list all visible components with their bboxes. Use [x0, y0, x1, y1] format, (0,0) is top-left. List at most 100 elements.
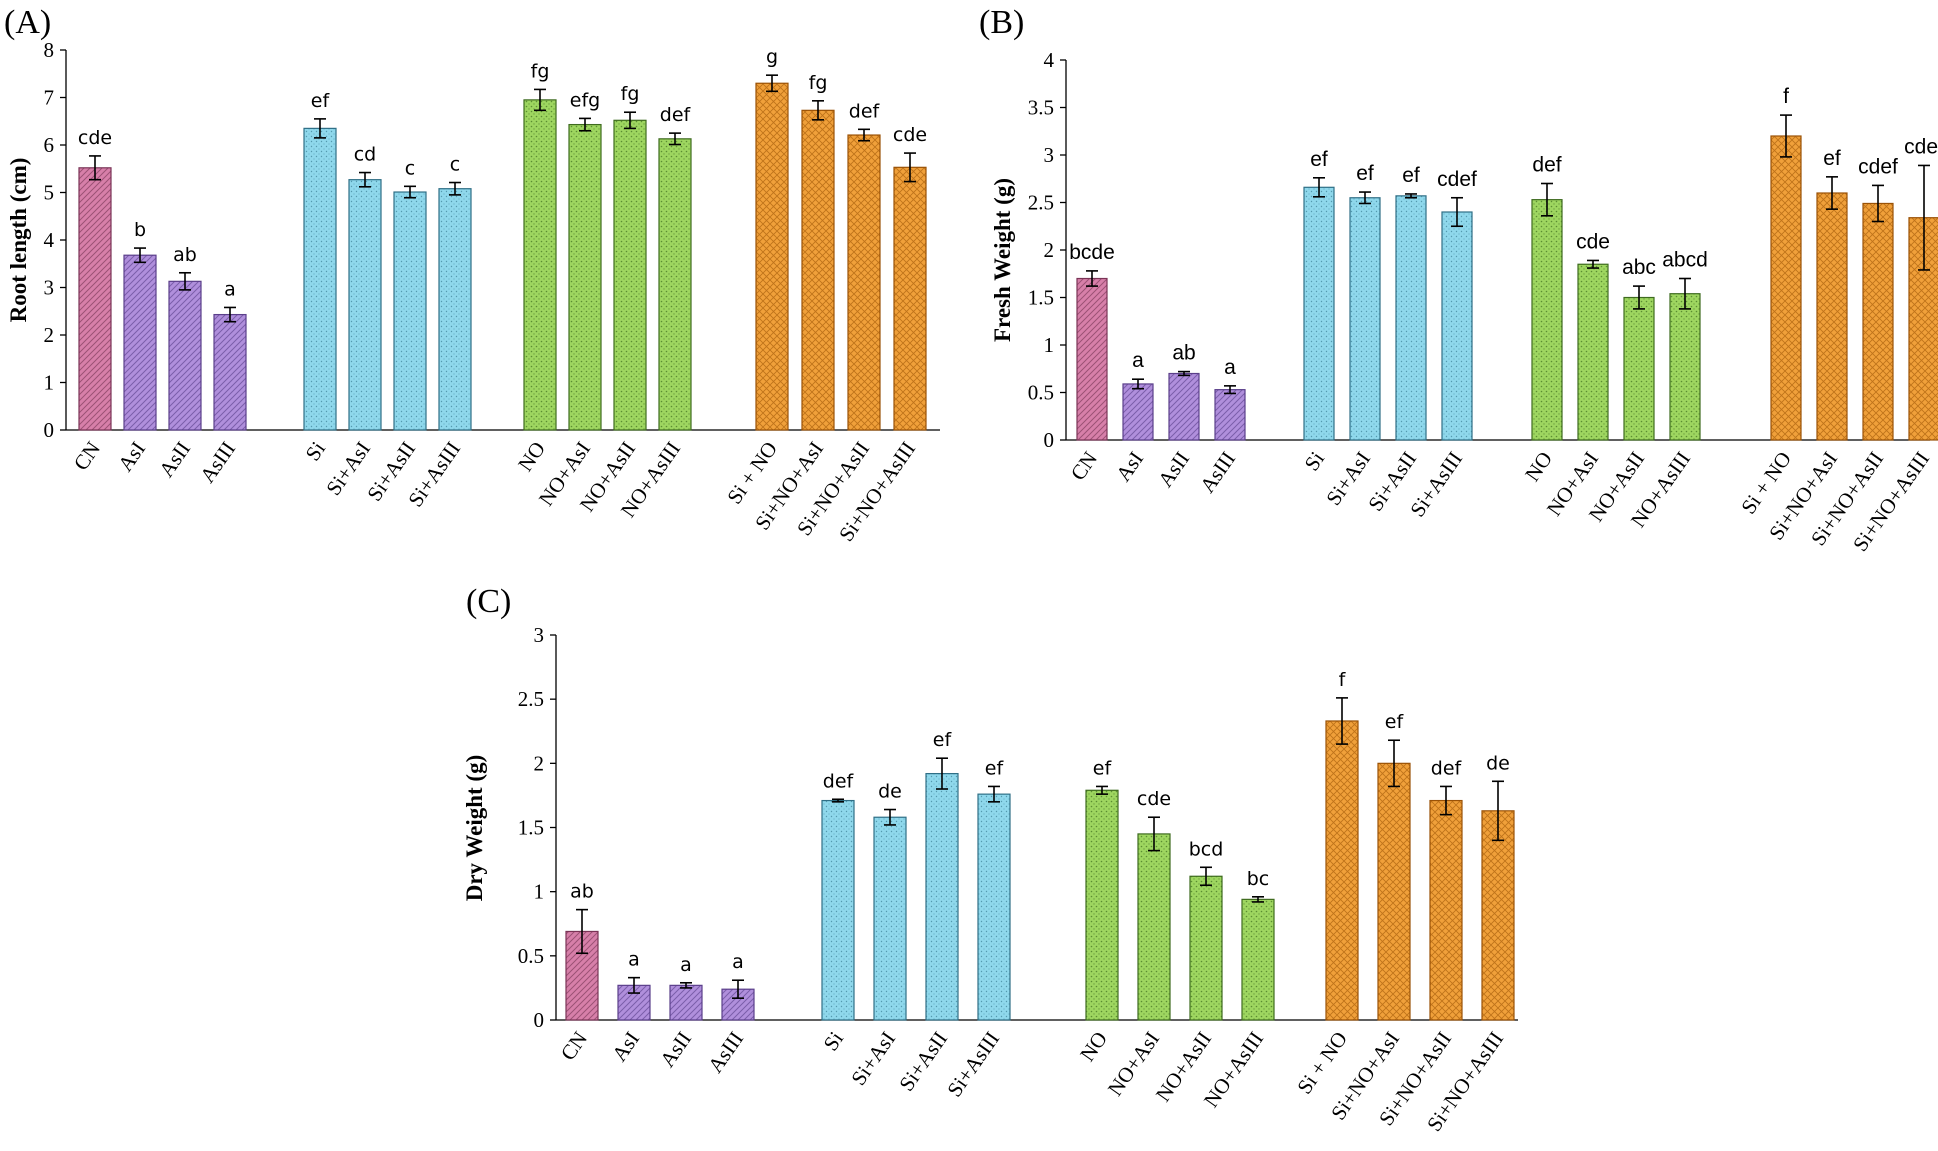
panel-label-c: (C) [466, 583, 511, 620]
significance-letter: fg [809, 72, 828, 94]
y-tick-label: 3 [534, 623, 545, 647]
bar [1325, 720, 1359, 1021]
significance-letter: a [680, 954, 692, 976]
bar [1577, 263, 1609, 441]
bar [1349, 197, 1381, 441]
chart-panel-b: 0 0.5 1 1.5 2 2.5 3 3.5 4 Fresh Weight (g) bcde CN a… [990, 48, 1938, 556]
x-tick-label: AsII [1153, 447, 1194, 491]
y-tick-label: 2.5 [518, 687, 544, 711]
x-tick-label: Si+AsIII [942, 1027, 1004, 1101]
significance-letter: ef [985, 757, 1005, 779]
panel-label-b: (B) [979, 4, 1024, 41]
x-tick-label: CN [556, 1027, 592, 1065]
x-tick-label: AsII [154, 437, 195, 481]
x-tick-label: NO [513, 437, 550, 476]
bar [213, 313, 247, 431]
y-tick-label: 0.5 [1028, 381, 1054, 405]
bar [1377, 762, 1411, 1021]
bar [348, 179, 382, 431]
bar [893, 166, 927, 431]
y-tick-label: 3 [44, 276, 55, 300]
significance-letter: ef [1093, 757, 1113, 779]
bar [658, 138, 692, 431]
bar [977, 793, 1011, 1021]
significance-letter: f [1339, 669, 1347, 691]
significance-letter: cde [1576, 230, 1610, 253]
significance-letter: efg [570, 89, 600, 111]
bar [1481, 810, 1515, 1021]
significance-letter: g [766, 46, 778, 68]
bar [1429, 799, 1463, 1021]
bar [613, 119, 647, 431]
x-tick-label: Si [1299, 447, 1329, 475]
significance-letter: ef [1310, 148, 1328, 171]
bar [1168, 372, 1200, 441]
bar [568, 123, 602, 431]
significance-letter: def [660, 104, 692, 126]
significance-letter: cdef [1858, 155, 1898, 178]
bar [393, 191, 427, 431]
bar [1122, 383, 1154, 441]
bar [1076, 277, 1108, 441]
x-tick-label: NO [1075, 1027, 1112, 1066]
bar [821, 799, 855, 1021]
bar [123, 254, 157, 431]
x-tick-label: AsII [655, 1027, 696, 1071]
bar [1241, 898, 1275, 1021]
bar [1531, 199, 1563, 441]
significance-letter: bcde [1069, 241, 1115, 264]
x-tick-label: NO [1520, 447, 1557, 486]
y-tick-label: 5 [44, 181, 55, 205]
bar [1395, 195, 1427, 441]
y-tick-label: 6 [44, 133, 55, 157]
significance-letter: abcd [1662, 249, 1708, 272]
significance-letter: a [1224, 356, 1236, 379]
x-tick-label: AsI [1111, 447, 1148, 486]
significance-letter: a [1132, 349, 1144, 372]
significance-letter: cde [1137, 788, 1171, 810]
significance-letter: fg [621, 83, 640, 105]
bar [1189, 875, 1223, 1021]
bar [925, 772, 959, 1021]
significance-letter: ef [1402, 164, 1420, 187]
significance-letter: a [628, 949, 640, 971]
bar [873, 816, 907, 1021]
chart-panel-c: 0 0.5 1 1.5 2 2.5 3 Dry Weight (g) ab CN a AsI a AsII… [462, 623, 1518, 1136]
bar [168, 280, 202, 431]
bar [1770, 135, 1802, 441]
y-tick-label: 0 [44, 418, 55, 442]
significance-letter: ef [933, 729, 953, 751]
significance-letter: ef [1385, 711, 1405, 733]
bar [78, 167, 112, 431]
significance-letter: ab [1172, 342, 1195, 365]
significance-letter: cdef [1904, 135, 1938, 158]
bar [801, 109, 835, 431]
x-tick-label: AsIII [195, 437, 240, 487]
bar [1137, 833, 1171, 1021]
bar [1085, 789, 1119, 1021]
bar [1862, 202, 1894, 441]
x-tick-label: AsIII [1195, 447, 1240, 497]
y-tick-label: 2 [1044, 238, 1055, 262]
y-tick-label: 8 [44, 38, 55, 62]
bar [1669, 293, 1701, 441]
y-tick-label: 3.5 [1028, 96, 1054, 120]
significance-letter: cde [78, 127, 112, 149]
significance-letter: de [1486, 752, 1510, 774]
y-tick-label: 1 [534, 880, 545, 904]
y-tick-label: 4 [44, 228, 55, 252]
x-tick-label: Si [818, 1027, 848, 1055]
bar [1214, 389, 1246, 441]
y-tick-label: 2.5 [1028, 191, 1054, 215]
y-tick-label: 1 [1044, 333, 1055, 357]
bar [1441, 211, 1473, 441]
significance-letter: ef [1356, 162, 1374, 185]
significance-letter: abc [1622, 256, 1656, 279]
bar [1303, 186, 1335, 441]
y-tick-label: 1.5 [1028, 286, 1054, 310]
bar [303, 127, 337, 431]
y-axis-title: Fresh Weight (g) [990, 178, 1015, 342]
significance-letter: f [1783, 85, 1789, 108]
significance-letter: ef [1823, 147, 1841, 170]
